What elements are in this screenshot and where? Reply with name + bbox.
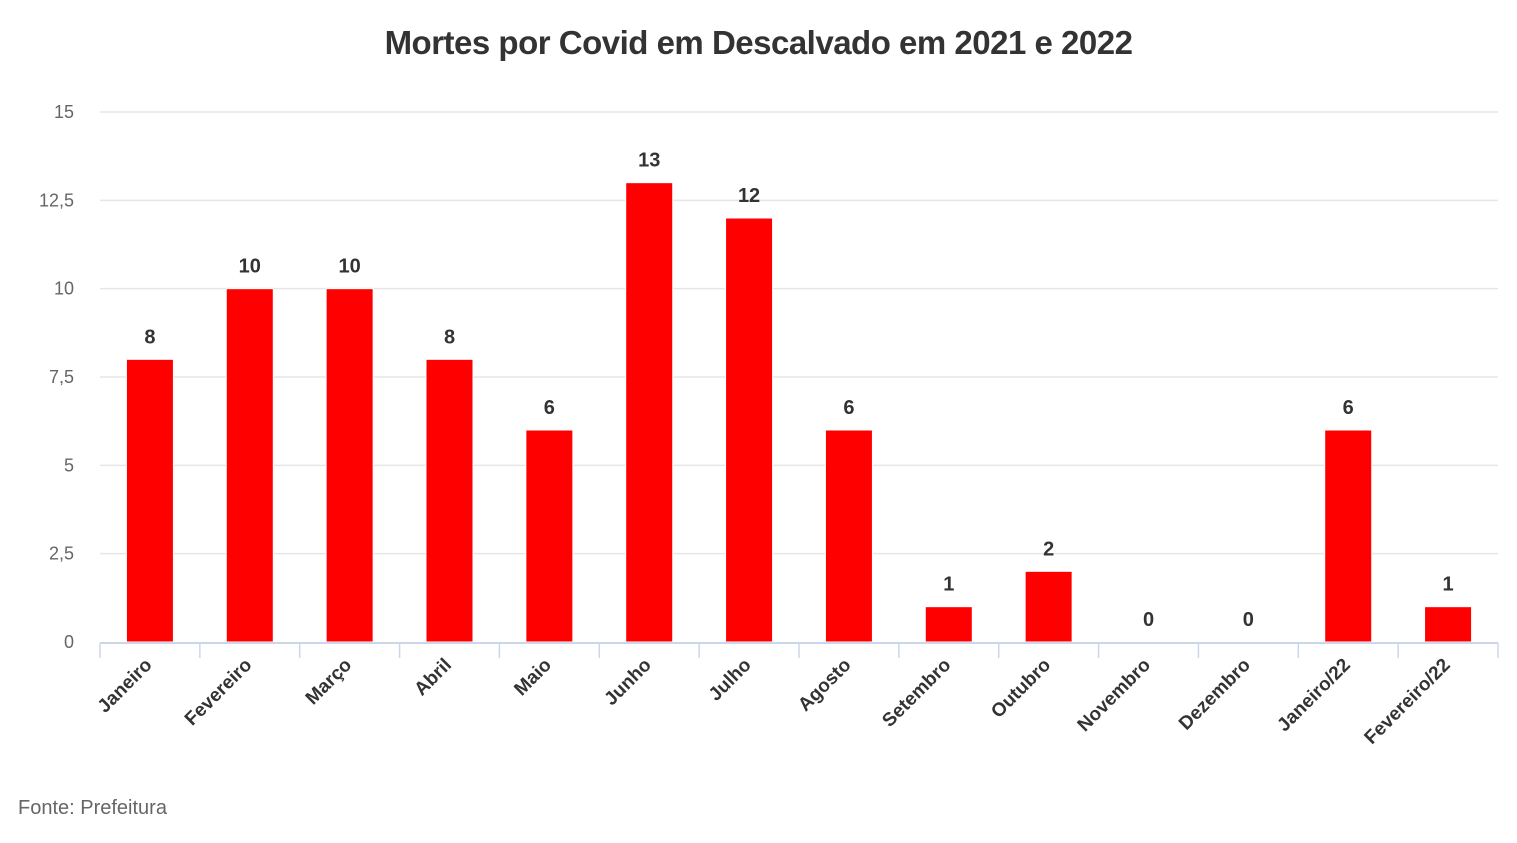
bar	[325, 288, 374, 643]
data-label: 8	[444, 326, 455, 348]
source-note: Fonte: Prefeitura	[18, 797, 167, 819]
bar	[125, 358, 174, 643]
x-tick-label: Novembro	[1074, 655, 1155, 736]
data-label: 6	[843, 397, 854, 419]
y-tick-label: 5	[64, 455, 74, 475]
data-label: 1	[943, 574, 954, 596]
data-label: 2	[1043, 538, 1054, 560]
bar	[924, 606, 973, 643]
x-tick-label: Agosto	[794, 655, 855, 716]
data-label: 6	[1343, 397, 1354, 419]
x-tick-label: Janeiro/22	[1273, 655, 1354, 736]
data-label: 8	[144, 326, 155, 348]
data-label: 0	[1243, 609, 1254, 631]
y-axis-ticks: 0 2,5 5 7,5 10 12,5 15	[39, 102, 74, 652]
y-tick-label: 12,5	[39, 190, 74, 210]
gridlines	[100, 111, 1498, 555]
bar	[525, 429, 574, 643]
data-label: 12	[738, 185, 760, 207]
y-tick-label: 7,5	[49, 367, 74, 387]
x-tick-label: Outubro	[987, 655, 1055, 723]
data-label: 10	[339, 256, 361, 278]
y-tick-label: 0	[64, 632, 74, 652]
x-tick-label: Fevereiro/22	[1361, 655, 1455, 749]
bar	[1324, 429, 1373, 643]
x-tick-label: Julho	[705, 655, 756, 706]
x-tick-label: Março	[302, 655, 356, 709]
category-labels: Janeiro Fevereiro Março Abril Maio Junho Julho…	[94, 655, 1455, 749]
chart-title: Mortes por Covid em Descalvado em 2021 e…	[384, 24, 1133, 61]
x-tick-label: Setembro	[879, 655, 956, 732]
bar	[824, 429, 873, 643]
data-label: 1	[1443, 574, 1454, 596]
bar	[1024, 570, 1073, 643]
bar	[425, 358, 474, 643]
x-tick-label: Dezembro	[1175, 655, 1255, 735]
x-tick-label: Janeiro	[94, 655, 157, 718]
data-label: 10	[239, 256, 261, 278]
y-tick-label: 15	[54, 102, 74, 122]
data-label: 6	[544, 397, 555, 419]
x-tick-label: Fevereiro	[181, 655, 256, 730]
x-tick-label: Junho	[601, 655, 656, 710]
bar	[725, 217, 774, 643]
bar	[1424, 606, 1473, 643]
bar	[625, 182, 674, 643]
data-label: 13	[638, 150, 660, 172]
bars	[125, 182, 1473, 643]
bar	[225, 288, 274, 643]
x-tick-label: Abril	[411, 655, 456, 700]
y-tick-label: 10	[54, 279, 74, 299]
x-tick-label: Maio	[510, 655, 555, 700]
data-label: 0	[1143, 609, 1154, 631]
y-tick-label: 2,5	[49, 544, 74, 564]
x-axis	[99, 642, 1499, 658]
